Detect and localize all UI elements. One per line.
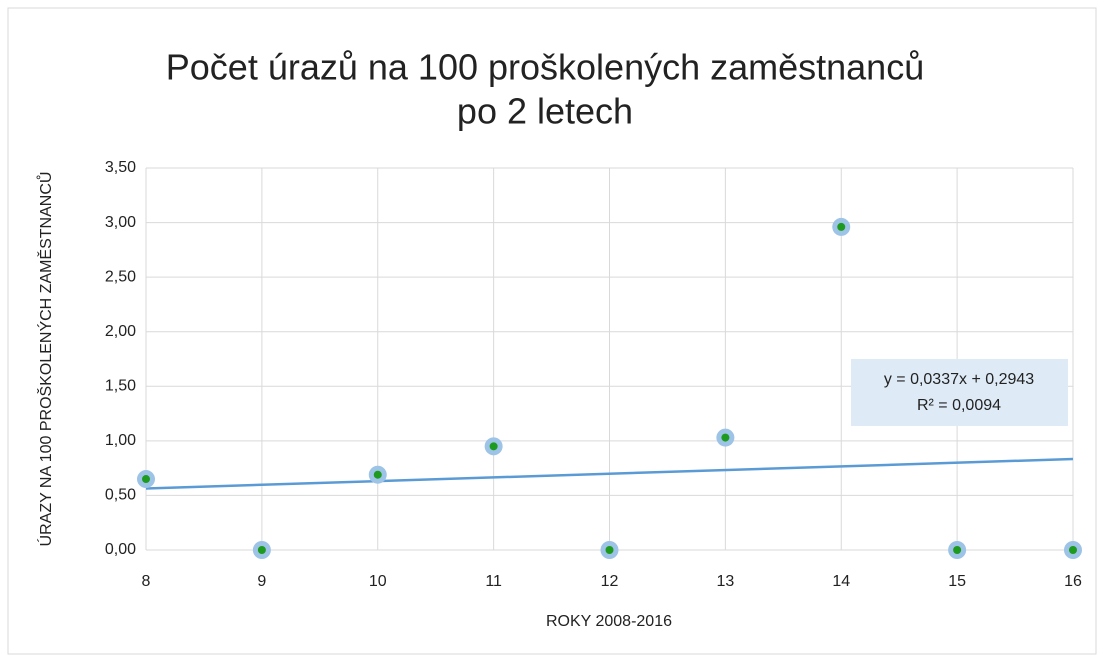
y-tick-label: 3,00 bbox=[105, 214, 136, 231]
marker bbox=[605, 546, 614, 554]
x-tick-label: 15 bbox=[948, 573, 966, 590]
marker bbox=[953, 546, 962, 554]
x-tick-label: 9 bbox=[257, 573, 266, 590]
x-tick-label: 13 bbox=[716, 573, 734, 590]
y-tick-label: 1,00 bbox=[105, 432, 136, 449]
x-axis-label: ROKY 2008-2016 bbox=[546, 613, 672, 630]
x-tick-label: 14 bbox=[832, 573, 850, 590]
x-tick-label: 12 bbox=[601, 573, 619, 590]
trendline bbox=[145, 457, 1074, 490]
chart-title: po 2 letech bbox=[457, 91, 633, 132]
x-tick-label: 16 bbox=[1064, 573, 1082, 590]
y-tick-label: 0,00 bbox=[105, 541, 136, 558]
marker bbox=[721, 433, 730, 442]
marker bbox=[142, 475, 150, 484]
y-tick-label: 1,50 bbox=[105, 378, 136, 395]
chart-title: Počet úrazů na 100 proškolených zaměstna… bbox=[166, 47, 924, 88]
x-tick-label: 11 bbox=[485, 573, 502, 590]
marker bbox=[257, 546, 266, 554]
y-tick-label: 2,00 bbox=[105, 323, 136, 340]
marker bbox=[837, 222, 846, 231]
y-tick-label: 2,50 bbox=[105, 268, 136, 285]
marker bbox=[489, 442, 498, 451]
trendline-label-box bbox=[851, 359, 1068, 426]
marker bbox=[373, 470, 382, 479]
y-tick-label: 3,50 bbox=[105, 159, 136, 176]
x-tick-label: 10 bbox=[369, 573, 387, 590]
x-tick-label: 8 bbox=[142, 573, 151, 590]
chart-border bbox=[7, 7, 1097, 655]
trendline-r2: R² = 0,0094 bbox=[917, 397, 1001, 414]
y-axis-label: ÚRAZY NA 100 PROŠKOLENÝCH ZAMĚSTNANCŮ bbox=[36, 172, 55, 547]
y-tick-label: 0,50 bbox=[105, 487, 136, 504]
marker bbox=[1069, 546, 1077, 554]
trendline-equation: y = 0,0337x + 0,2943 bbox=[884, 371, 1034, 388]
